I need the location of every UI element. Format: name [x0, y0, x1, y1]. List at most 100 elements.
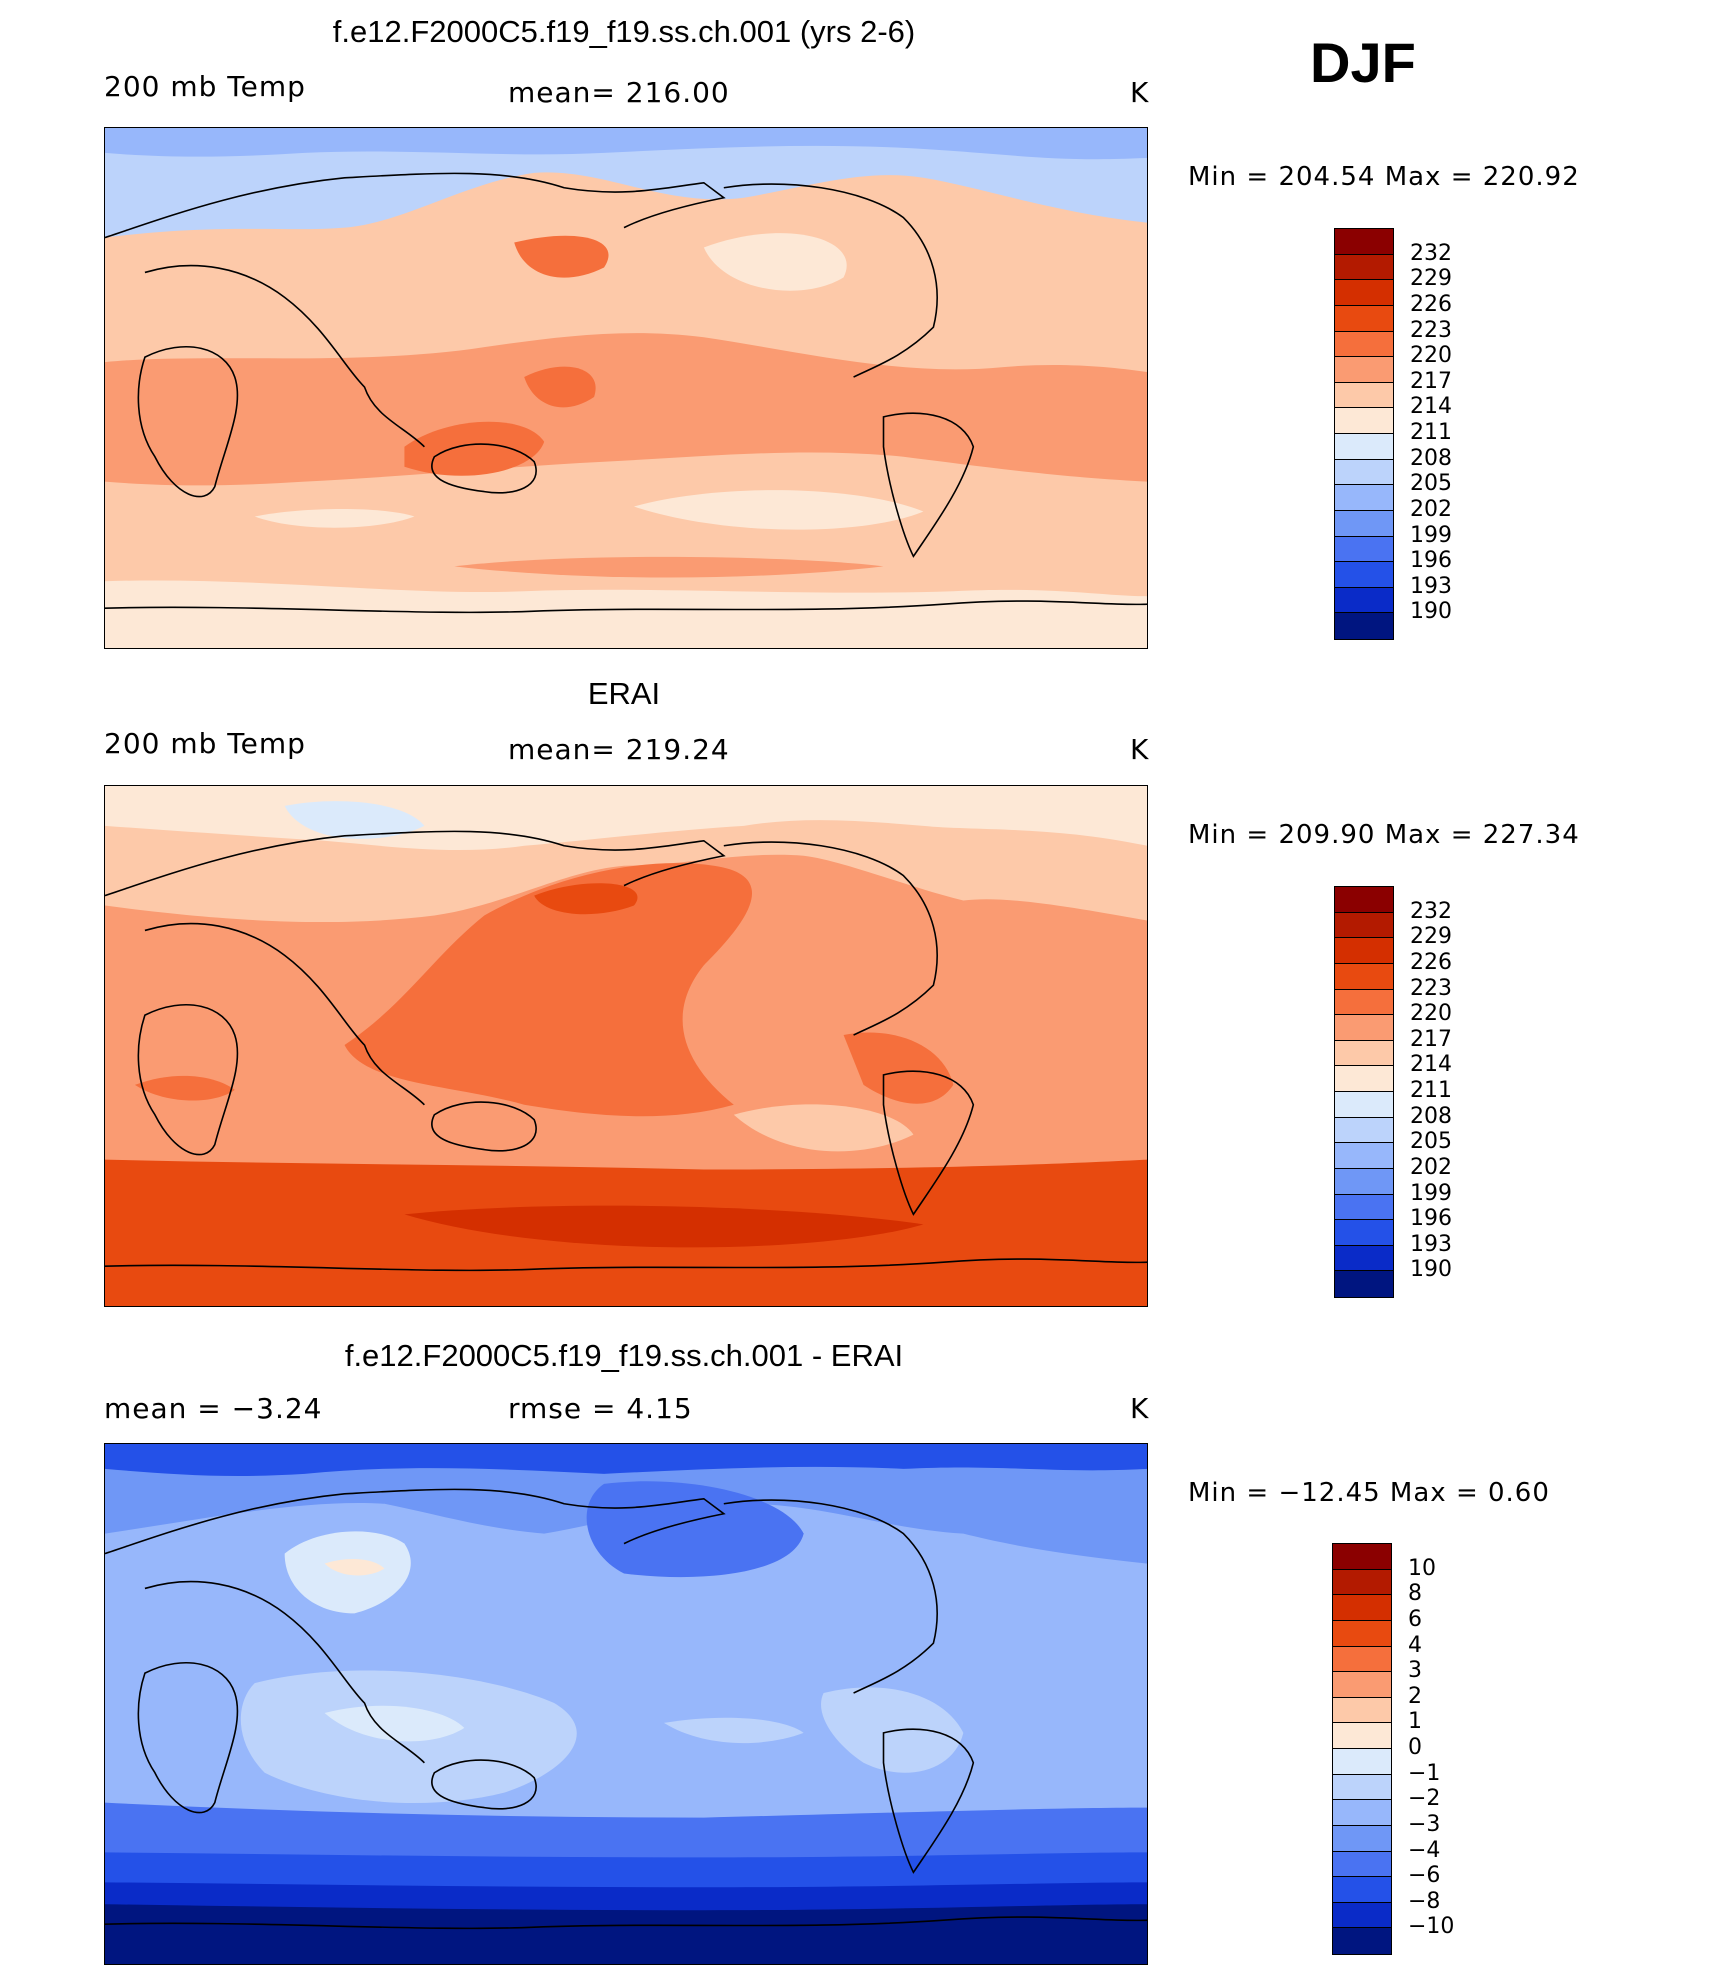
panel2-minmax: Min = 209.90 Max = 227.34: [1188, 820, 1580, 850]
colorbar-tick-label: 190: [1410, 599, 1452, 625]
colorbar-tick-label: 223: [1410, 317, 1452, 343]
colorbar-swatch: [1335, 229, 1393, 255]
panel1-coast-south-america: [882, 412, 975, 558]
colorbar-tick-label: 1: [1408, 1709, 1422, 1735]
colorbar-tick-label: −4: [1408, 1837, 1441, 1863]
panel3-map-svg: [105, 1444, 1147, 1964]
panel3-coast-north-america: [723, 1499, 938, 1694]
colorbar-tick-label: −3: [1408, 1811, 1441, 1837]
colorbar-swatch: [1335, 305, 1393, 332]
colorbar-tick-label: 205: [1410, 471, 1452, 497]
panel3-positive-spot: [324, 1558, 385, 1576]
colorbar-tick-label: 220: [1410, 1001, 1452, 1027]
panel2-coast-antarctica: [105, 1258, 1147, 1272]
colorbar-tick-label: 193: [1410, 573, 1452, 599]
panel2-colorbar: [1334, 886, 1394, 1298]
colorbar-swatch: [1333, 1800, 1391, 1826]
panel1-coast-africa: [137, 345, 239, 498]
panel3-coast-antarctica: [105, 1916, 1147, 1930]
colorbar-swatch: [1335, 989, 1393, 1016]
panel1-minmax: Min = 204.54 Max = 220.92: [1188, 162, 1580, 192]
panel1-antarctic-band: [105, 580, 1147, 648]
colorbar-swatch: [1333, 1825, 1391, 1852]
colorbar-swatch: [1335, 1271, 1393, 1297]
panel3-arctic-core: [105, 1444, 1147, 1476]
panel3-cold-spot-north-pacific: [586, 1481, 804, 1578]
colorbar-swatch: [1335, 1040, 1393, 1067]
panel2-variable-label: 200 mb Temp: [104, 727, 306, 760]
colorbar-tick-label: 2: [1408, 1683, 1422, 1709]
colorbar-swatch: [1333, 1723, 1391, 1749]
colorbar-swatch: [1335, 1245, 1393, 1272]
panel2-warm-spot-africa: [134, 1075, 235, 1101]
panel3-tropics-south-america: [821, 1687, 964, 1773]
colorbar-swatch: [1333, 1774, 1391, 1801]
panel2-coast-australia: [431, 1101, 537, 1152]
colorbar-swatch: [1335, 536, 1393, 563]
panel1-tropical-band: [105, 333, 1147, 486]
panel2-coast-africa: [137, 1003, 239, 1156]
panel1-pale-streak-1: [703, 233, 847, 291]
panel3-map: [104, 1443, 1148, 1965]
panel1-title: f.e12.F2000C5.f19_f19.ss.ch.001 (yrs 2-6…: [332, 14, 916, 49]
panel3-tropics-core: [324, 1705, 465, 1742]
colorbar-swatch: [1335, 887, 1393, 913]
colorbar-swatch: [1335, 613, 1393, 639]
colorbar-tick-label: 3: [1408, 1658, 1422, 1684]
colorbar-tick-label: 220: [1410, 343, 1452, 369]
colorbar-tick-label: 229: [1410, 266, 1452, 292]
colorbar-tick-label: 214: [1410, 1052, 1452, 1078]
colorbar-swatch: [1335, 587, 1393, 614]
panel3-minmax: Min = −12.45 Max = 0.60: [1188, 1478, 1550, 1508]
panel2-coast-asia-south: [144, 922, 425, 1106]
panel1-coastlines: [105, 172, 1147, 614]
panel3-coast-australia: [431, 1759, 537, 1810]
panel1-coast-antarctica: [105, 600, 1147, 614]
colorbar-swatch: [1335, 510, 1393, 537]
colorbar-swatch: [1335, 912, 1393, 939]
colorbar-swatch: [1333, 1851, 1391, 1878]
colorbar-tick-label: 205: [1410, 1129, 1452, 1155]
colorbar-swatch: [1333, 1902, 1391, 1929]
colorbar-swatch: [1333, 1672, 1391, 1698]
colorbar-swatch: [1333, 1877, 1391, 1903]
panel3-colorbar: [1332, 1543, 1392, 1955]
panel3-coast-asia-south: [144, 1580, 425, 1764]
panel2-cold-spot-siberia: [284, 801, 425, 839]
colorbar-tick-label: 193: [1410, 1231, 1452, 1257]
panel3-antarctic-core: [105, 1904, 1147, 1964]
panel2-warm-spot-nw-pacific: [534, 883, 638, 915]
colorbar-tick-label: 214: [1410, 394, 1452, 420]
panel3-mean-label: mean = −3.24: [104, 1392, 323, 1425]
colorbar-swatch: [1335, 1194, 1393, 1221]
colorbar-swatch: [1335, 1143, 1393, 1169]
colorbar-swatch: [1335, 938, 1393, 964]
colorbar-tick-label: −2: [1408, 1786, 1441, 1812]
colorbar-tick-label: 4: [1408, 1632, 1422, 1658]
colorbar-tick-label: 190: [1410, 1257, 1452, 1283]
panel3-coast-eurasia-north: [105, 1488, 726, 1555]
colorbar-swatch: [1335, 562, 1393, 588]
colorbar-tick-label: −6: [1408, 1863, 1441, 1889]
colorbar-tick-label: −8: [1408, 1888, 1441, 1914]
colorbar-swatch: [1333, 1569, 1391, 1596]
panel1-units-label: K: [1130, 76, 1150, 109]
panel1-warm-spot-pacific: [524, 366, 596, 408]
panel2-cool-spot-south-pacific: [733, 1104, 914, 1152]
panel2-coast-north-america: [723, 841, 938, 1036]
colorbar-tick-label: 217: [1410, 368, 1452, 394]
panel1-pale-streak-3: [254, 509, 415, 528]
colorbar-swatch: [1335, 1168, 1393, 1195]
colorbar-swatch: [1335, 485, 1393, 511]
colorbar-swatch: [1335, 1117, 1393, 1144]
panel2-warm-pool-pacific: [344, 863, 752, 1117]
panel1-warm-spot-australia: [404, 421, 545, 476]
panel1-map: [104, 127, 1148, 649]
colorbar-tick-label: 232: [1410, 240, 1452, 266]
panel1-variable-label: 200 mb Temp: [104, 70, 306, 103]
colorbar-swatch: [1333, 1928, 1391, 1954]
panel2-title: ERAI: [587, 676, 661, 711]
panel3-units-label: K: [1130, 1392, 1150, 1425]
colorbar-swatch: [1335, 254, 1393, 281]
panel2-units-label: K: [1130, 733, 1150, 766]
